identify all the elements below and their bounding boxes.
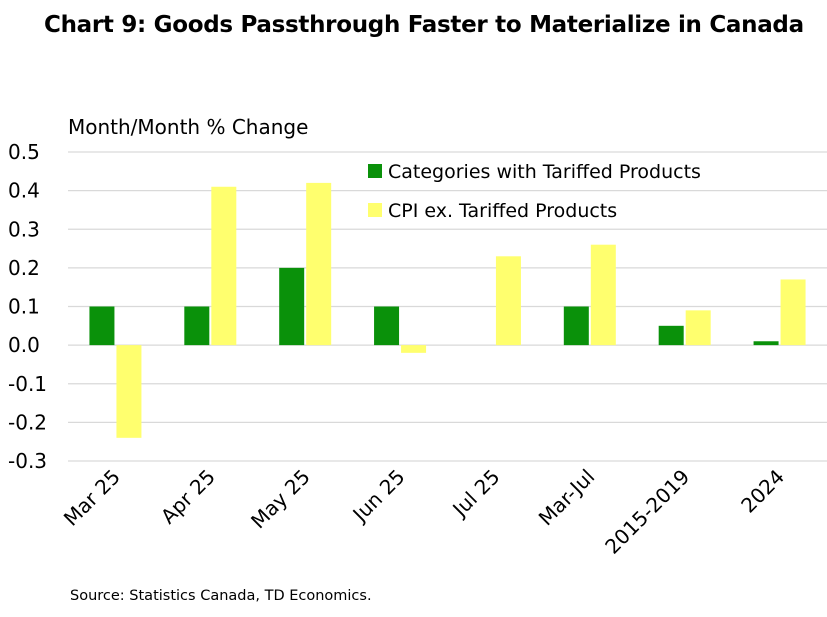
bar-series-2-jul-25 — [495, 256, 521, 346]
y-tick-label: 0.4 — [8, 179, 40, 203]
y-axis-label: Month/Month % Change — [68, 115, 308, 139]
y-tick-label: 0.1 — [8, 295, 40, 319]
bars — [89, 182, 806, 438]
bar-series-1-may-25 — [279, 267, 305, 346]
bar-series-1-2024 — [753, 341, 779, 346]
y-tick-label: -0.1 — [8, 372, 47, 396]
x-tick-label: Jun 25 — [347, 465, 410, 528]
source-note: Source: Statistics Canada, TD Economics. — [70, 588, 372, 604]
bar-series-2-2015-2019 — [685, 310, 711, 346]
bar-series-2-mar-jul — [590, 244, 616, 346]
x-tick-label: Apr 25 — [156, 465, 220, 529]
x-tick-label: 2015-2019 — [600, 465, 694, 559]
y-tick-label: -0.3 — [8, 449, 47, 473]
bar-series-2-2024 — [780, 279, 806, 346]
x-tick-label: Mar-Jul — [534, 465, 600, 531]
bar-series-1-mar-25 — [89, 306, 115, 346]
legend-label-series-1: Categories with Tariffed Products — [388, 161, 701, 183]
bar-series-1-apr-25 — [184, 306, 210, 346]
x-tick-label: Mar 25 — [59, 465, 125, 531]
bar-series-1-jun-25 — [374, 306, 400, 346]
legend-swatch-series-1 — [368, 164, 382, 178]
bar-series-2-jun-25 — [401, 345, 427, 353]
legend-swatch-series-2 — [368, 203, 382, 217]
chart-title: Chart 9: Goods Passthrough Faster to Mat… — [44, 12, 804, 38]
y-tick-label: -0.2 — [8, 410, 47, 434]
bar-series-1-mar-jul — [563, 306, 589, 346]
bar-series-1-2015-2019 — [658, 325, 684, 346]
legend-label-series-2: CPI ex. Tariffed Products — [388, 200, 617, 222]
legend: Categories with Tariffed Products CPI ex… — [368, 161, 701, 222]
y-axis-ticks: 0.5 0.4 0.3 0.2 0.1 0.0 -0.1 -0.2 -0.3 — [8, 140, 47, 473]
bar-series-2-mar-25 — [116, 345, 142, 438]
y-tick-label: 0.3 — [8, 217, 40, 241]
y-tick-label: 0.5 — [8, 140, 40, 164]
x-tick-label: May 25 — [246, 465, 315, 534]
x-tick-label: Jul 25 — [447, 465, 505, 523]
gridlines — [68, 151, 827, 462]
y-tick-label: 0.2 — [8, 256, 40, 280]
x-tick-label: 2024 — [736, 465, 789, 518]
y-tick-label: 0.0 — [8, 333, 40, 357]
bar-series-2-apr-25 — [211, 186, 237, 346]
x-axis-ticks: Mar 25 Apr 25 May 25 Jun 25 Jul 25 Mar-Jul 201… — [59, 465, 789, 559]
bar-series-2-may-25 — [306, 182, 332, 346]
